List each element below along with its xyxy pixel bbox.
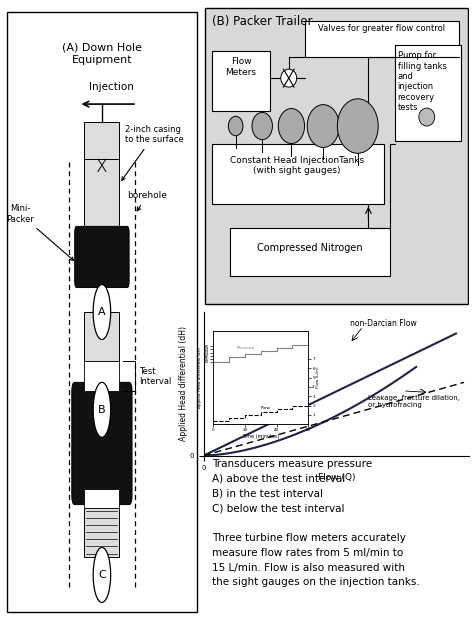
Bar (212, 144, 384, 204)
Bar (84, 508, 119, 557)
Text: Three turbine flow meters accurately
measure flow rates from 5 ml/min to
15 L/mi: Three turbine flow meters accurately mea… (212, 533, 419, 587)
Text: Leakage, fracture dilation,
or hydrofracing: Leakage, fracture dilation, or hydrofrac… (368, 395, 460, 408)
Bar (84, 361, 119, 391)
Text: A: A (98, 307, 106, 317)
Text: Darcian Flow: Darcian Flow (225, 418, 274, 427)
Circle shape (93, 285, 110, 339)
Ellipse shape (278, 109, 305, 144)
Circle shape (93, 547, 110, 603)
Ellipse shape (307, 105, 339, 147)
Y-axis label: Applied Head differential (dH): Applied Head differential (dH) (199, 347, 202, 408)
Text: Compressed Nitrogen: Compressed Nitrogen (257, 243, 363, 253)
X-axis label: Flow (Q): Flow (Q) (318, 472, 356, 482)
Bar (212, 51, 270, 111)
Text: Flow
Meters: Flow Meters (226, 57, 256, 77)
Bar (84, 159, 119, 238)
Text: Injection: Injection (89, 82, 134, 92)
Bar (84, 122, 119, 159)
Text: Flow: Flow (261, 406, 271, 410)
Text: Pressure: Pressure (237, 346, 255, 351)
Ellipse shape (228, 116, 243, 136)
Text: C: C (98, 570, 106, 580)
Circle shape (93, 383, 110, 437)
Text: borehole: borehole (127, 192, 167, 211)
X-axis label: Time (minutes): Time (minutes) (242, 434, 279, 439)
Bar (84, 489, 119, 508)
Ellipse shape (252, 112, 273, 140)
Text: Mini-
Packer: Mini- Packer (6, 205, 73, 260)
Bar (305, 21, 459, 57)
Y-axis label: Flow (L/m): Flow (L/m) (316, 367, 320, 388)
Text: (A) Down Hole
Equipment: (A) Down Hole Equipment (62, 43, 142, 64)
Bar (395, 45, 461, 141)
Text: (B) Packer Trailer: (B) Packer Trailer (212, 15, 312, 28)
Text: non-Darcian Flow: non-Darcian Flow (350, 319, 417, 328)
Text: Constant Head InjectionTanks
(with sight gauges): Constant Head InjectionTanks (with sight… (230, 156, 364, 175)
Text: Pump for
filling tanks
and
injection
recovery
tests: Pump for filling tanks and injection rec… (398, 51, 447, 112)
Circle shape (419, 108, 435, 126)
Bar (230, 228, 390, 276)
Text: Test
Interval: Test Interval (139, 366, 171, 386)
Text: Transducers measure pressure
A) above the test interval
B) in the test interval
: Transducers measure pressure A) above th… (212, 459, 372, 514)
Circle shape (281, 69, 297, 87)
FancyBboxPatch shape (72, 383, 132, 505)
Text: Valves for greater flow control: Valves for greater flow control (318, 24, 445, 33)
Bar (84, 312, 119, 361)
Y-axis label: Applied Head differential (dH): Applied Head differential (dH) (179, 326, 188, 441)
Text: B: B (98, 405, 106, 415)
FancyBboxPatch shape (75, 227, 129, 288)
Ellipse shape (337, 99, 378, 154)
Text: 2-inch casing
to the surface: 2-inch casing to the surface (122, 125, 184, 180)
